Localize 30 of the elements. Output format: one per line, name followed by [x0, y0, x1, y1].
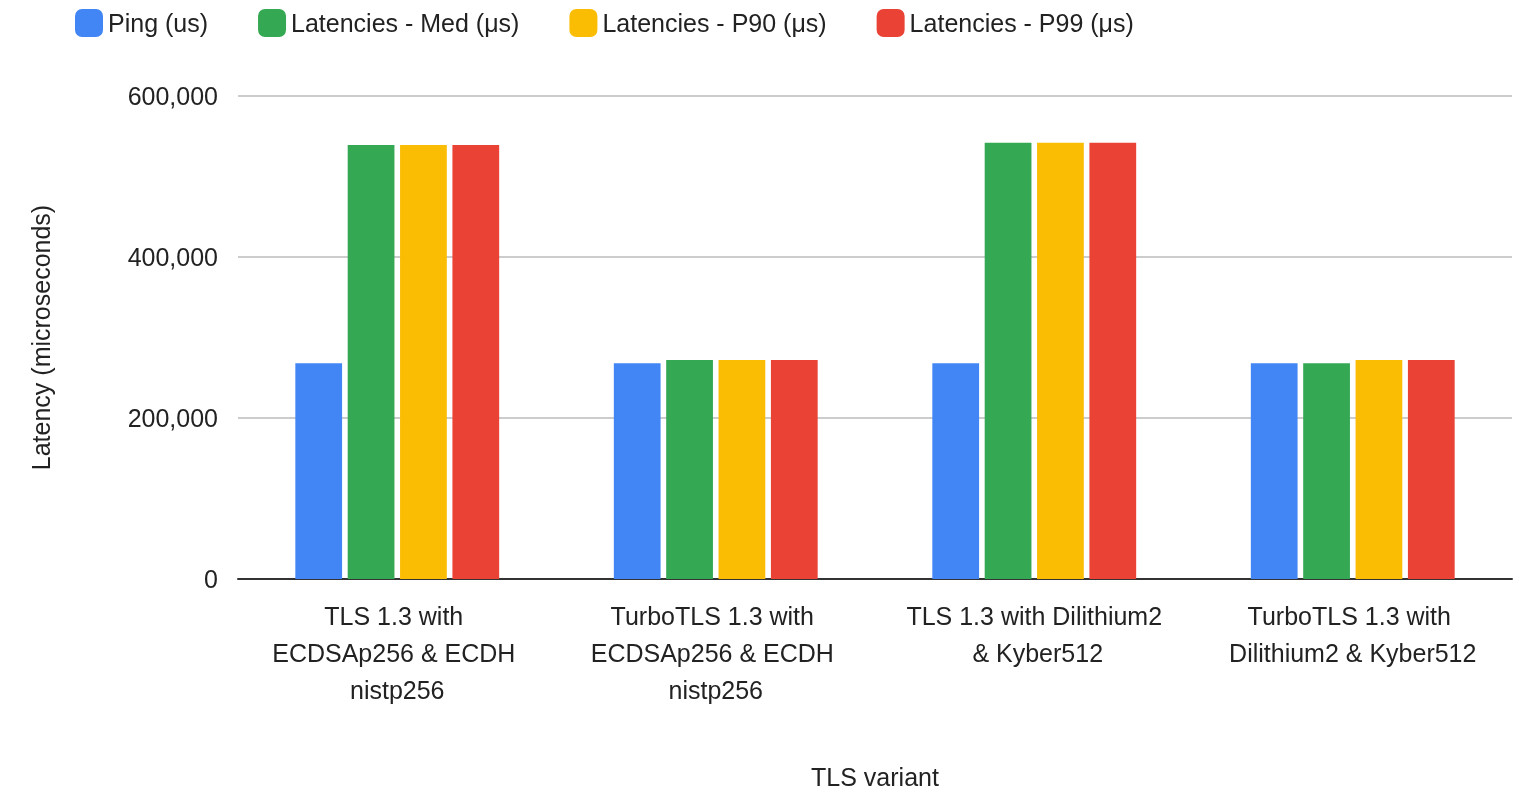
bar [1250, 363, 1298, 579]
x-tick-label: TLS 1.3 with Dilithium2 & Kyber512 [906, 601, 1163, 667]
bar [984, 142, 1032, 579]
bar [770, 360, 818, 579]
x-tick-label: TurboTLS 1.3 with ECDSAp256 & ECDH nistp256 [590, 601, 841, 704]
bar [932, 363, 980, 579]
bar [347, 145, 395, 579]
bar [666, 360, 713, 579]
legend-label: Latencies - P90 (μs) [602, 9, 827, 37]
y-tick-label: 200,000 [127, 404, 218, 432]
legend-label: Latencies - P99 (μs) [909, 9, 1134, 37]
bar [452, 145, 500, 579]
bar [400, 145, 447, 579]
y-axis-title: Latency (microseconds) [26, 204, 55, 471]
bar [1407, 360, 1455, 579]
bar [1303, 363, 1350, 579]
legend-label: Ping (us) [108, 9, 209, 37]
bar [613, 363, 661, 579]
bar [295, 363, 343, 579]
legend-label: Latencies - Med (μs) [291, 9, 520, 37]
x-tick-label: TurboTLS 1.3 with Dilithium2 & Kyber512 [1229, 601, 1477, 667]
bar [1089, 142, 1137, 579]
bar [1355, 360, 1403, 579]
y-tick-label: 600,000 [127, 82, 218, 110]
y-tick-label: 400,000 [127, 243, 218, 271]
bar [718, 360, 766, 579]
y-tick-label: 0 [204, 565, 218, 593]
x-tick-label: TLS 1.3 with ECDSAp256 & ECDH nistp256 [272, 601, 523, 704]
bar [1037, 142, 1084, 579]
x-axis-title: TLS variant [811, 762, 939, 791]
